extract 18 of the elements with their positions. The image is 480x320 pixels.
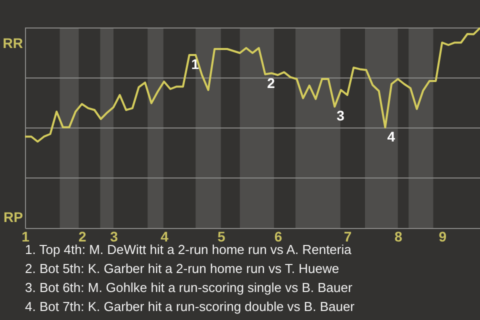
x-tick-label: 5 bbox=[218, 228, 226, 244]
annotation: 2 bbox=[267, 75, 276, 92]
x-tick-label: 7 bbox=[344, 228, 352, 244]
text: RP bbox=[4, 209, 23, 225]
x-tick-label: 8 bbox=[394, 228, 402, 244]
x-tick-label: 9 bbox=[438, 228, 447, 244]
text: 3. Bot 6th: M. Gohlke hit a run-scoring single vs B. Bauer bbox=[25, 280, 353, 295]
text: 4. Bot 7th: K. Garber hit a run-scoring double vs B. Bauer bbox=[25, 299, 356, 314]
annotation: 3 bbox=[336, 108, 345, 124]
x-tick-label: 2 bbox=[78, 228, 86, 244]
x-tick-label: 4 bbox=[160, 228, 169, 244]
x-tick-label: 6 bbox=[274, 228, 282, 244]
text: RR bbox=[2, 35, 23, 51]
annotation: 4 bbox=[387, 128, 396, 144]
text: 2. Bot 5th: K. Garber hit a 2-run home run vs T. Huewe bbox=[25, 261, 340, 276]
text: 1. Top 4th: M. DeWitt hit a 2-run home run vs A. Renteria bbox=[25, 242, 352, 257]
x-tick-label: 3 bbox=[110, 228, 118, 244]
x-tick-label: 1 bbox=[22, 228, 30, 244]
